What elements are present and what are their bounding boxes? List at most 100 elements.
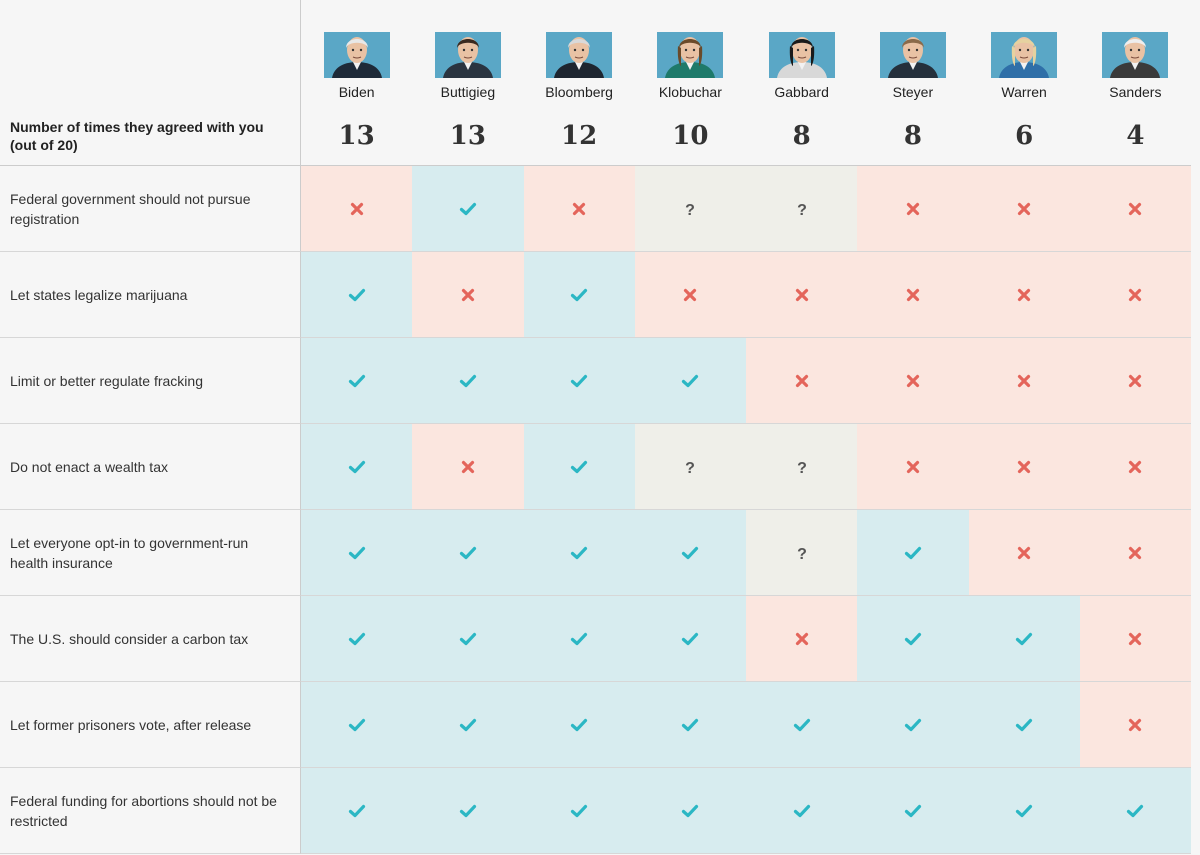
question-text: Let states legalize marijuana xyxy=(10,286,188,303)
question-text: Let former prisoners vote, after release xyxy=(10,716,252,733)
cross-icon xyxy=(1129,374,1142,387)
cross-icon xyxy=(795,374,808,387)
answer-cell xyxy=(301,768,413,854)
check-icon xyxy=(348,460,365,473)
question-icon: ? xyxy=(685,460,695,476)
answer-cell xyxy=(412,338,524,424)
cross-icon xyxy=(1018,202,1031,215)
agreement-count: 13 xyxy=(412,106,524,166)
candidate-portrait xyxy=(768,32,835,78)
answer-cell xyxy=(523,510,635,596)
answer-cell: ? xyxy=(634,166,746,252)
answer-cell xyxy=(746,682,858,768)
answer-cell xyxy=(746,338,858,424)
check-icon xyxy=(459,718,476,731)
candidate-name: Bloomberg xyxy=(545,84,613,100)
question-label: Federal funding for abortions should not… xyxy=(0,768,301,854)
svg-text:?: ? xyxy=(685,202,695,218)
answer-cell xyxy=(523,166,635,252)
candidate-name: Klobuchar xyxy=(658,84,722,100)
answer-cell xyxy=(523,682,635,768)
answer-cell xyxy=(412,424,524,510)
answer-cell xyxy=(301,252,413,338)
question-text: Let everyone opt-in to government-run he… xyxy=(10,534,249,571)
answer-cell xyxy=(857,252,969,338)
check-icon xyxy=(571,718,588,731)
answer-cell xyxy=(523,424,635,510)
question-label: The U.S. should consider a carbon tax xyxy=(0,596,301,682)
candidate-portrait xyxy=(1102,32,1169,78)
check-icon xyxy=(1127,804,1144,817)
check-icon xyxy=(1016,632,1033,645)
candidate-portrait xyxy=(657,32,724,78)
candidate-portrait xyxy=(879,32,946,78)
answer-cell xyxy=(412,682,524,768)
agreement-count: 13 xyxy=(301,106,413,166)
answer-cell xyxy=(412,252,524,338)
candidate-header: Bloomberg xyxy=(524,0,635,106)
check-icon xyxy=(1016,804,1033,817)
svg-text:?: ? xyxy=(797,202,807,218)
check-icon xyxy=(904,804,921,817)
check-icon xyxy=(348,804,365,817)
question-label: Let states legalize marijuana xyxy=(0,252,301,338)
answer-cell xyxy=(634,510,746,596)
check-icon xyxy=(348,288,365,301)
svg-text:?: ? xyxy=(797,546,807,562)
candidate-header: Buttigieg xyxy=(412,0,523,106)
question-label: Let former prisoners vote, after release xyxy=(0,682,301,768)
check-icon xyxy=(459,546,476,559)
answer-cell xyxy=(857,596,969,682)
candidate-portrait xyxy=(323,32,390,78)
answer-cell xyxy=(857,768,969,854)
answer-cell xyxy=(968,424,1080,510)
answer-cell: ? xyxy=(746,166,858,252)
answer-cell xyxy=(746,768,858,854)
answer-cell: ? xyxy=(634,424,746,510)
answer-cell xyxy=(968,510,1080,596)
check-icon xyxy=(571,460,588,473)
check-icon xyxy=(459,632,476,645)
cross-icon xyxy=(1129,288,1142,301)
answer-cell xyxy=(968,338,1080,424)
question-icon: ? xyxy=(685,202,695,218)
question-text: Do not enact a wealth tax xyxy=(10,458,168,475)
check-icon xyxy=(682,374,699,387)
answer-cell xyxy=(968,682,1080,768)
check-icon xyxy=(348,374,365,387)
answer-cell xyxy=(523,768,635,854)
agreement-count: 12 xyxy=(523,106,635,166)
answer-cell xyxy=(1079,596,1191,682)
candidate-name: Steyer xyxy=(892,84,934,100)
check-icon xyxy=(682,546,699,559)
candidate-name: Buttigieg xyxy=(440,84,496,100)
answer-cell xyxy=(968,768,1080,854)
check-icon xyxy=(571,632,588,645)
answer-cell xyxy=(1079,768,1191,854)
cross-icon xyxy=(684,288,697,301)
question-icon: ? xyxy=(797,460,807,476)
answer-cell xyxy=(634,338,746,424)
answer-cell xyxy=(412,510,524,596)
candidate-header: Gabbard xyxy=(746,0,857,106)
check-icon xyxy=(682,804,699,817)
check-icon xyxy=(459,804,476,817)
answer-cell xyxy=(523,596,635,682)
answer-cell xyxy=(857,510,969,596)
answer-cell xyxy=(412,596,524,682)
cross-icon xyxy=(795,632,808,645)
cross-icon xyxy=(1018,288,1031,301)
answer-cell xyxy=(968,596,1080,682)
check-icon xyxy=(793,804,810,817)
answer-cell xyxy=(412,768,524,854)
cross-icon xyxy=(461,460,474,473)
cross-icon xyxy=(1129,546,1142,559)
answer-cell xyxy=(301,682,413,768)
cross-icon xyxy=(1018,374,1031,387)
candidate-name: Gabbard xyxy=(774,84,829,100)
answer-cell xyxy=(301,596,413,682)
check-icon xyxy=(904,632,921,645)
svg-text:?: ? xyxy=(797,460,807,476)
agreement-count-label: Number of times they agreed with you (ou… xyxy=(0,106,301,166)
answer-cell xyxy=(857,166,969,252)
